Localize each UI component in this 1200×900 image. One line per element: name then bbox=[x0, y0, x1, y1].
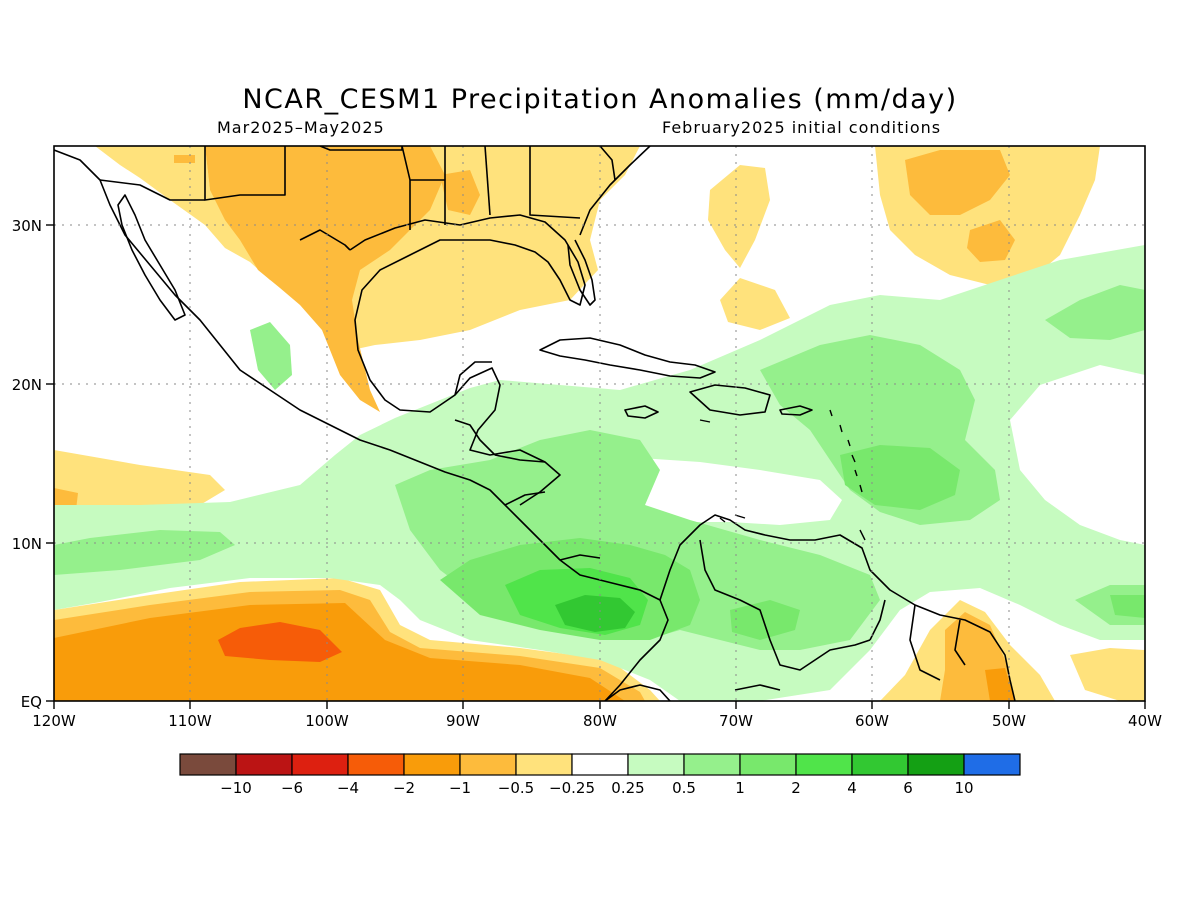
wet-region-ne-atlantic bbox=[1045, 285, 1145, 340]
lon-label: 100W bbox=[305, 712, 349, 730]
colorbar-label: 0.25 bbox=[611, 779, 644, 797]
colorbar-label: 0.5 bbox=[672, 779, 696, 797]
dry-region-atlantic-small bbox=[720, 278, 790, 330]
colorbar-label: −4 bbox=[337, 779, 359, 797]
dry-region-pacific-core bbox=[218, 622, 342, 662]
colorbar-label: −0.25 bbox=[549, 779, 595, 797]
colorbar-swatch bbox=[459, 753, 517, 776]
colorbar-swatch bbox=[571, 753, 629, 776]
colorbar-label: 6 bbox=[903, 779, 913, 797]
colorbar-swatch bbox=[963, 753, 1021, 776]
axis-ticks bbox=[46, 224, 1146, 709]
dry-region-alabama bbox=[440, 170, 480, 215]
colorbar-label: 1 bbox=[735, 779, 745, 797]
dry-region-small-patch bbox=[174, 155, 195, 163]
wet-region-atlantic-eq-strong bbox=[1110, 595, 1145, 618]
colorbar-label: 10 bbox=[954, 779, 973, 797]
graticule bbox=[54, 146, 1145, 701]
colorbar-swatch bbox=[851, 753, 909, 776]
lat-label: 10N bbox=[12, 535, 42, 553]
colorbar-swatch bbox=[739, 753, 797, 776]
dry-region-atlantic-mid bbox=[708, 165, 770, 268]
wet-region-colombia-core-inner bbox=[555, 595, 635, 632]
colorbar-swatch bbox=[291, 753, 349, 776]
lon-label: 110W bbox=[168, 712, 212, 730]
colorbar-swatch bbox=[683, 753, 741, 776]
forecast-period: Mar2025–May2025 bbox=[217, 118, 385, 137]
colorbar-label: 4 bbox=[847, 779, 857, 797]
dry-region-texas-moderate bbox=[205, 146, 445, 412]
lat-label: 20N bbox=[12, 376, 42, 394]
lon-label: 120W bbox=[32, 712, 76, 730]
lat-labels: 30N 20N 10N EQ bbox=[12, 217, 42, 711]
lon-label: 60W bbox=[855, 712, 889, 730]
colorbar-swatch bbox=[795, 753, 853, 776]
colorbar-swatch bbox=[179, 753, 237, 776]
lat-label: 30N bbox=[12, 217, 42, 235]
colorbar-swatch bbox=[347, 753, 405, 776]
dry-region-atlantic-ne-moderate bbox=[905, 150, 1010, 215]
colorbar-label: −10 bbox=[220, 779, 252, 797]
colorbar-label: 2 bbox=[791, 779, 801, 797]
dry-region-guianas-strong bbox=[985, 668, 1015, 701]
initial-conditions: February2025 initial conditions bbox=[662, 118, 942, 137]
anomaly-field bbox=[54, 146, 1145, 701]
colorbar-swatch bbox=[235, 753, 293, 776]
wet-region-caribbean-strong bbox=[840, 445, 960, 510]
lat-label: EQ bbox=[21, 693, 42, 711]
lon-label: 40W bbox=[1128, 712, 1162, 730]
colorbar-label: −6 bbox=[281, 779, 303, 797]
colorbar-swatch bbox=[907, 753, 965, 776]
dry-region-atlantic-south bbox=[1070, 648, 1145, 701]
map-title: NCAR_CESM1 Precipitation Anomalies (mm/d… bbox=[242, 84, 958, 115]
colorbar-labels: −10 −6 −4 −2 −1 −0.5 −0.25 0.25 0.5 1 2 4 6 10 bbox=[220, 779, 973, 797]
lon-labels: 120W 110W 100W 90W 80W 70W 60W 50W 40W bbox=[32, 712, 1162, 730]
colorbar-swatch bbox=[627, 753, 685, 776]
lon-label: 70W bbox=[719, 712, 753, 730]
colorbar-label: −0.5 bbox=[498, 779, 534, 797]
colorbar-label: −2 bbox=[393, 779, 415, 797]
colorbar bbox=[179, 753, 1021, 776]
colorbar-swatch bbox=[403, 753, 461, 776]
wet-region-yucatan-west bbox=[250, 322, 292, 390]
dry-region-atlantic-ne-patch bbox=[967, 220, 1015, 262]
colorbar-swatch bbox=[515, 753, 573, 776]
wet-region-central-america bbox=[54, 530, 235, 575]
lesser-antilles bbox=[699, 409, 866, 541]
lon-label: 50W bbox=[992, 712, 1026, 730]
colorbar-label: −1 bbox=[449, 779, 471, 797]
wet-region-venezuela-strong bbox=[730, 600, 800, 640]
coastlines bbox=[54, 146, 1016, 701]
lon-label: 90W bbox=[446, 712, 480, 730]
lon-label: 80W bbox=[583, 712, 617, 730]
